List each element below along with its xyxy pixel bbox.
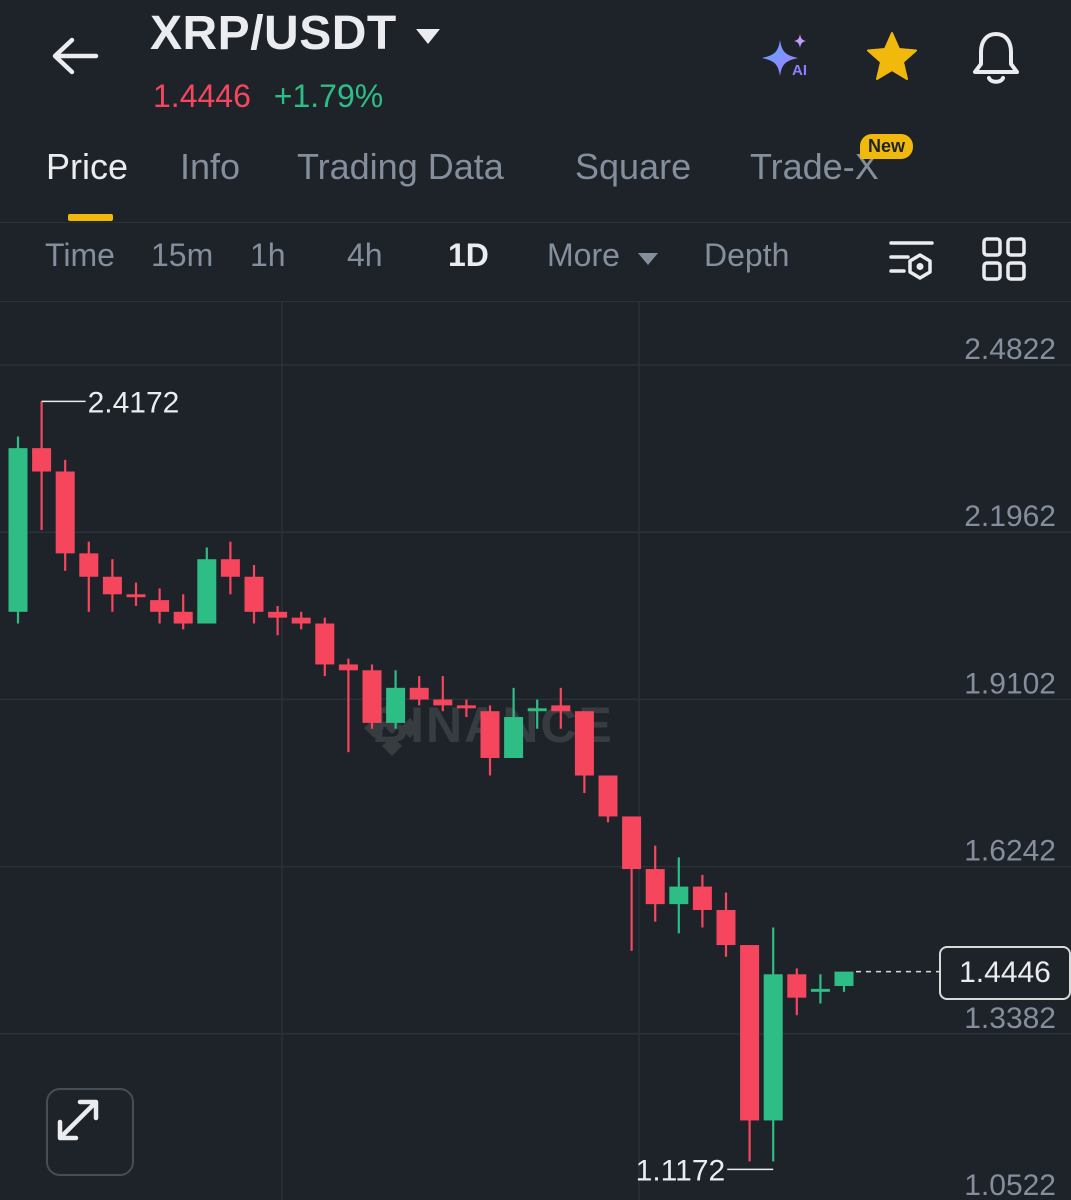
star-icon bbox=[867, 32, 917, 80]
candle-body bbox=[527, 708, 547, 712]
main-tabs: Price Info Trading Data Square Trade-X bbox=[0, 130, 1071, 223]
chart-settings-button[interactable] bbox=[886, 233, 938, 285]
candle-body bbox=[740, 945, 760, 1121]
ai-button[interactable]: AI bbox=[758, 28, 818, 88]
caret-down-icon bbox=[637, 253, 658, 265]
interval-more-label: More bbox=[547, 237, 620, 273]
candle-body bbox=[220, 559, 240, 577]
candle-body bbox=[150, 600, 170, 612]
candle-body bbox=[692, 886, 712, 910]
candle-body bbox=[268, 611, 288, 618]
interval-more[interactable]: More bbox=[547, 237, 659, 274]
bell-icon bbox=[973, 32, 1019, 84]
alert-button[interactable] bbox=[966, 28, 1026, 88]
candle-body bbox=[551, 705, 571, 712]
ai-sparkle-icon: AI bbox=[762, 34, 807, 79]
candle-body bbox=[480, 711, 500, 758]
candle-body bbox=[362, 670, 382, 723]
candle-body bbox=[338, 664, 358, 671]
y-tick-label: 2.4822 bbox=[964, 333, 1056, 366]
candle-body bbox=[102, 576, 122, 595]
fullscreen-button[interactable] bbox=[46, 1088, 134, 1176]
y-tick-label: 1.0522 bbox=[964, 1169, 1056, 1200]
candle-body bbox=[79, 553, 99, 577]
interval-time[interactable]: Time bbox=[45, 237, 115, 273]
chart-settings-icon bbox=[889, 241, 934, 280]
interval-4h[interactable]: 4h bbox=[347, 237, 383, 273]
candle-body bbox=[716, 909, 736, 946]
candle-body bbox=[834, 971, 854, 986]
candle-body bbox=[315, 623, 335, 665]
active-tab-indicator bbox=[68, 214, 113, 221]
last-price-label: 1.4446 bbox=[939, 946, 1071, 1000]
candle-body bbox=[32, 448, 52, 472]
interval-1d[interactable]: 1D bbox=[448, 237, 489, 273]
low-marker-label: 1.1172 bbox=[636, 1154, 726, 1187]
candle-body bbox=[622, 816, 642, 870]
layout-button[interactable] bbox=[978, 233, 1030, 285]
candle-body bbox=[8, 448, 28, 612]
candle-body bbox=[173, 611, 193, 624]
grid-layout-icon bbox=[982, 237, 1026, 281]
back-button[interactable] bbox=[46, 30, 102, 86]
candle-body bbox=[244, 576, 264, 612]
candle-body bbox=[456, 705, 476, 709]
candle-body bbox=[645, 869, 665, 905]
y-tick-label: 1.6242 bbox=[964, 835, 1056, 868]
tab-trading-data[interactable]: Trading Data bbox=[297, 146, 504, 187]
interval-bar: Time 15m 1h 4h 1D More Depth bbox=[0, 223, 1071, 302]
candle-body bbox=[291, 617, 311, 624]
candle-body bbox=[126, 594, 146, 598]
tab-trade-x[interactable]: Trade-X bbox=[750, 146, 879, 187]
tab-price[interactable]: Price bbox=[46, 146, 129, 187]
candle-body bbox=[386, 687, 406, 723]
arrow-left-icon bbox=[52, 37, 99, 75]
y-tick-label: 2.1962 bbox=[964, 500, 1056, 533]
candle-body bbox=[433, 699, 453, 706]
tab-info[interactable]: Info bbox=[180, 146, 241, 187]
last-price: 1.4446 bbox=[153, 78, 251, 114]
candle-body bbox=[598, 775, 618, 817]
tab-square[interactable]: Square bbox=[575, 146, 692, 187]
candle-body bbox=[409, 687, 429, 700]
new-badge: New bbox=[860, 134, 914, 159]
high-marker-label: 2.4172 bbox=[88, 386, 180, 419]
price-line: 1.4446 +1.79% bbox=[153, 78, 383, 115]
interval-15m[interactable]: 15m bbox=[151, 237, 214, 273]
price-chart[interactable]: BINANCE 2.48222.19621.91021.62421.33821.… bbox=[0, 301, 1071, 1200]
candle-body bbox=[197, 559, 217, 624]
favorite-button[interactable] bbox=[862, 28, 922, 88]
candlestick-chart: 2.4822 2.1962 1.9102 1.6242 1.3382 1.0522 2.41… bbox=[0, 301, 1071, 1200]
interval-1h[interactable]: 1h bbox=[250, 237, 286, 273]
header: XRP/USDT 1.4446 +1.79% AI bbox=[0, 0, 1071, 130]
expand-icon bbox=[57, 1099, 99, 1141]
pair-selector[interactable]: XRP/USDT bbox=[150, 6, 441, 61]
y-tick-label: 1.9102 bbox=[964, 667, 1056, 700]
candle-body bbox=[574, 711, 594, 776]
candle-body bbox=[763, 974, 783, 1121]
y-tick-label: 1.3382 bbox=[964, 1002, 1056, 1035]
caret-down-icon bbox=[415, 28, 440, 44]
change-percent: +1.79% bbox=[273, 78, 384, 114]
pair-name: XRP/USDT bbox=[150, 7, 397, 60]
ai-label: AI bbox=[792, 62, 807, 79]
candle-body bbox=[787, 974, 807, 998]
candle-body bbox=[810, 988, 830, 992]
interval-depth[interactable]: Depth bbox=[704, 237, 790, 273]
candle-body bbox=[669, 886, 689, 905]
candle-body bbox=[504, 717, 524, 758]
candle-body bbox=[55, 471, 75, 554]
